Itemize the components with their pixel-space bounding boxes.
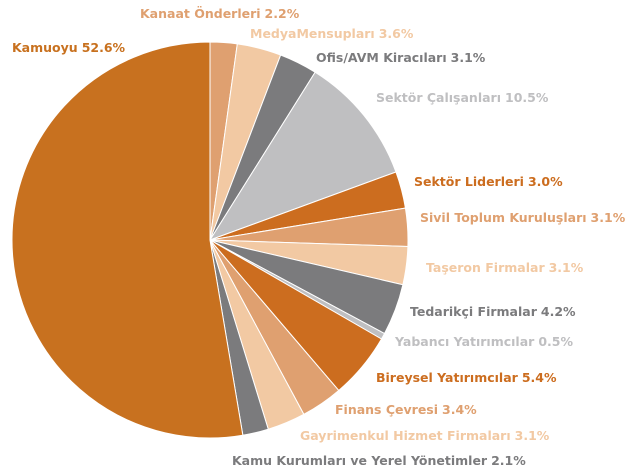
slice-label: Gayrimenkul Hizmet Firmaları 3.1% — [300, 428, 550, 443]
slice-label: Kamu Kurumları ve Yerel Yönetimler 2.1% — [232, 453, 526, 468]
slice-value: 3.4% — [442, 402, 477, 417]
slice-label: Finans Çevresi 3.4% — [335, 402, 477, 417]
slice-label: Kanaat Önderleri 2.2% — [140, 6, 300, 21]
slice-value: 3.0% — [528, 174, 563, 189]
slice-value: 3.6% — [379, 26, 414, 41]
slice-label: Bireysel Yatırımcılar 5.4% — [376, 370, 557, 385]
slice-name: Finans Çevresi — [335, 402, 438, 417]
pie-slice — [208, 71, 397, 241]
slice-label: MedyaMensupları 3.6% — [250, 26, 414, 41]
slice-label: Sivil Toplum Kuruluşları 3.1% — [420, 210, 626, 225]
slice-name: Taşeron Firmalar — [426, 260, 545, 275]
slice-value: 3.1% — [549, 260, 584, 275]
slice-value: 4.2% — [541, 304, 576, 319]
slice-name: Sivil Toplum Kuruluşları — [420, 210, 587, 225]
slice-name: Gayrimenkul Hizmet Firmaları — [300, 428, 511, 443]
slice-label: Ofis/AVM Kiracıları 3.1% — [316, 50, 486, 65]
slice-label: Yabancı Yatırımcılar 0.5% — [394, 334, 573, 349]
slice-name: Tedarikçi Firmalar — [410, 304, 538, 319]
slice-value: 52.6% — [82, 40, 126, 55]
slice-name: Kamu Kurumları ve Yerel Yönetimler — [232, 453, 488, 468]
slice-label: Tedarikçi Firmalar 4.2% — [410, 304, 576, 319]
slice-name: Ofis/AVM Kiracıları — [316, 50, 447, 65]
slice-name: Kamuoyu — [12, 40, 78, 55]
slice-label: Taşeron Firmalar 3.1% — [426, 260, 584, 275]
slice-name: Sektör Liderleri — [414, 174, 524, 189]
slice-value: 0.5% — [538, 334, 573, 349]
slice-name: Bireysel Yatırımcılar — [376, 370, 519, 385]
slice-name: Sektör Çalışanları — [376, 90, 501, 105]
slice-value: 5.4% — [522, 370, 557, 385]
slice-value: 3.1% — [515, 428, 550, 443]
slice-name: Kanaat Önderleri — [140, 6, 261, 21]
slice-value: 10.5% — [505, 90, 549, 105]
slice-label: Sektör Liderleri 3.0% — [414, 174, 563, 189]
slice-value: 2.1% — [491, 453, 526, 468]
slice-value: 3.1% — [451, 50, 486, 65]
slice-name: MedyaMensupları — [250, 26, 375, 41]
pie-slice — [11, 41, 244, 439]
slice-label: Kamuoyu 52.6% — [12, 40, 126, 55]
slice-value: 2.2% — [265, 6, 300, 21]
slice-value: 3.1% — [591, 210, 626, 225]
slice-name: Yabancı Yatırımcılar — [394, 334, 535, 349]
slice-label: Sektör Çalışanları 10.5% — [376, 90, 549, 105]
